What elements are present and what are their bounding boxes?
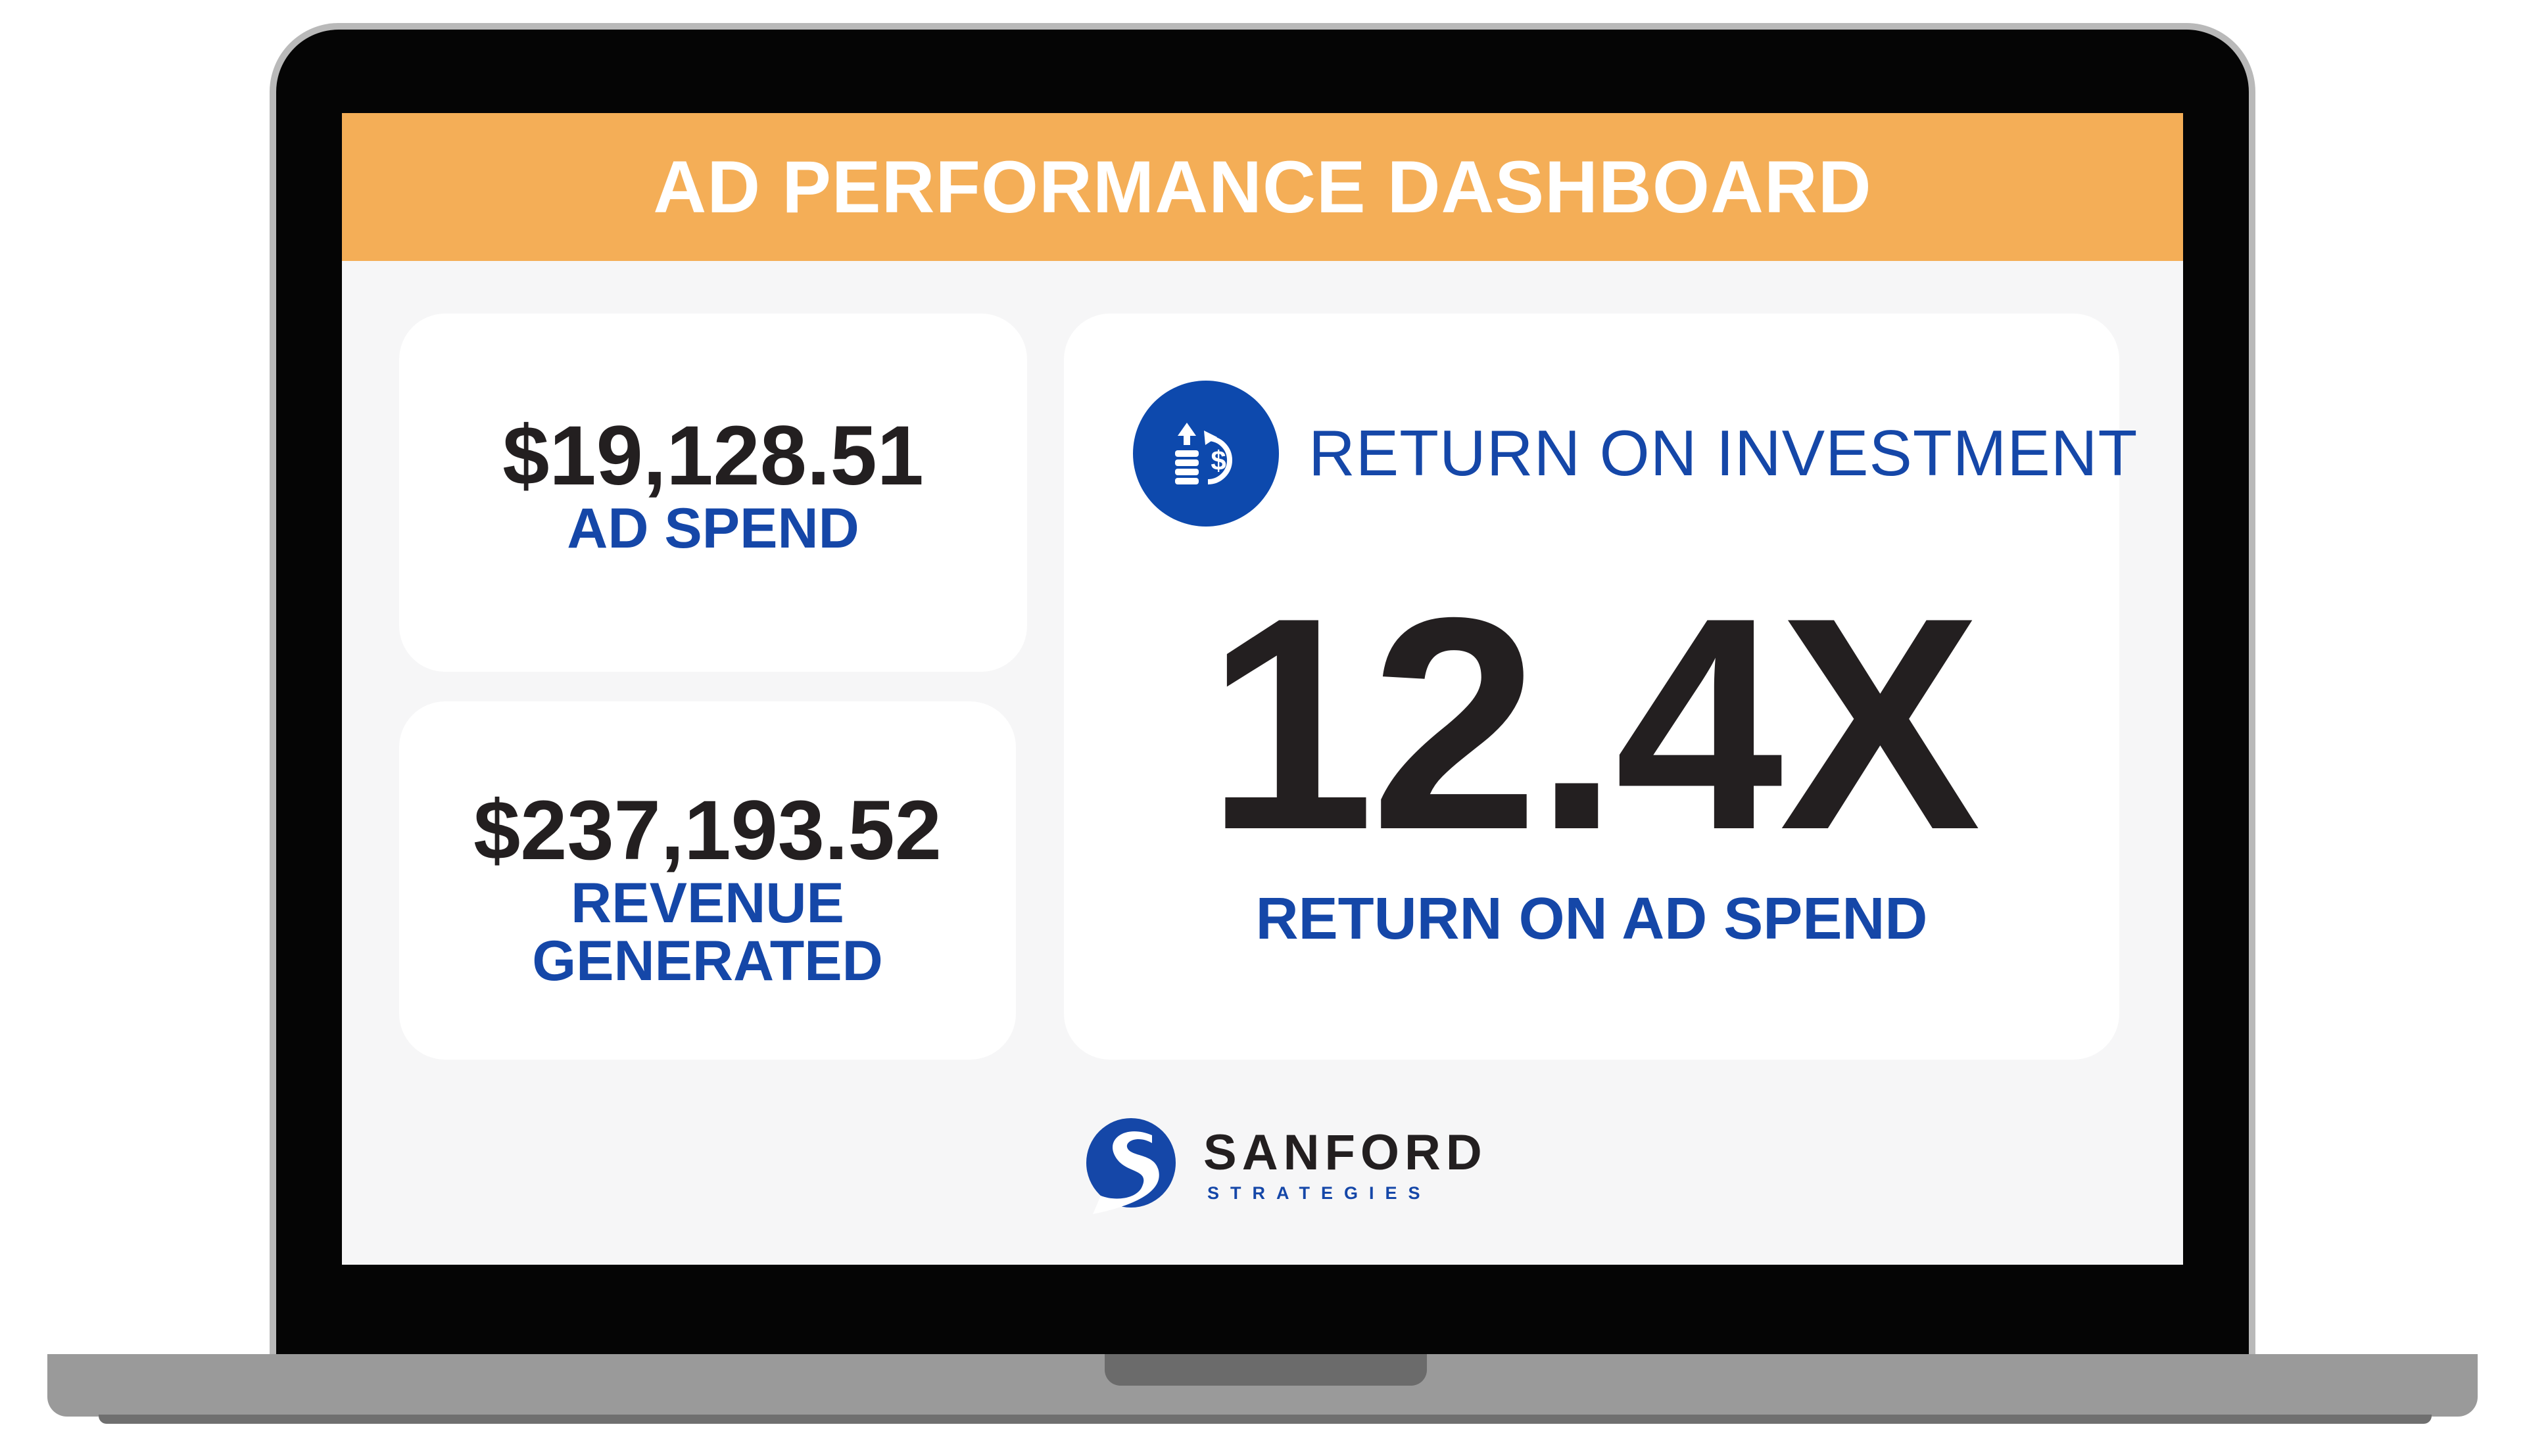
brand-name: SANFORD [1203,1125,1487,1181]
revenue-label-line1: REVENUE [571,872,844,935]
brand-tagline: STRATEGIES [1207,1183,1431,1203]
sanford-s-logo-icon [1086,1118,1176,1214]
roas-value: 12.4X [1206,555,1981,893]
laptop-notch [1105,1354,1427,1386]
roas-label: RETURN ON AD SPEND [1255,886,1928,952]
investment-return-icon: $ [1133,380,1279,527]
ad-spend-label: AD SPEND [567,497,859,561]
roi-card: $ RETURN ON INVESTMENT 12.4X RETURN ON A… [1064,314,2137,1060]
roi-header: $ RETURN ON INVESTMENT [1133,379,2138,527]
svg-text:$: $ [1211,445,1226,476]
page-title: AD PERFORMANCE DASHBOARD [653,146,1872,228]
laptop-base-lip [99,1415,2432,1424]
dashboard-header: AD PERFORMANCE DASHBOARD [342,113,2183,261]
ad-spend-card: $19,128.51 AD SPEND [399,314,1027,672]
roi-heading: RETURN ON INVESTMENT [1309,417,2138,489]
revenue-metric: $237,193.52 REVENUE GENERATED [399,784,1016,993]
ad-spend-metric: $19,128.51 AD SPEND [399,409,1027,561]
revenue-value: $237,193.52 [473,784,942,878]
dashboard-screen: AD PERFORMANCE DASHBOARD $19,128.51 AD S… [342,113,2183,1265]
revenue-label-line2: GENERATED [532,929,883,993]
ad-spend-value: $19,128.51 [502,409,924,503]
brand-logo: SANFORD STRATEGIES [1078,1106,1482,1224]
revenue-card: $237,193.52 REVENUE GENERATED [399,701,1016,1060]
